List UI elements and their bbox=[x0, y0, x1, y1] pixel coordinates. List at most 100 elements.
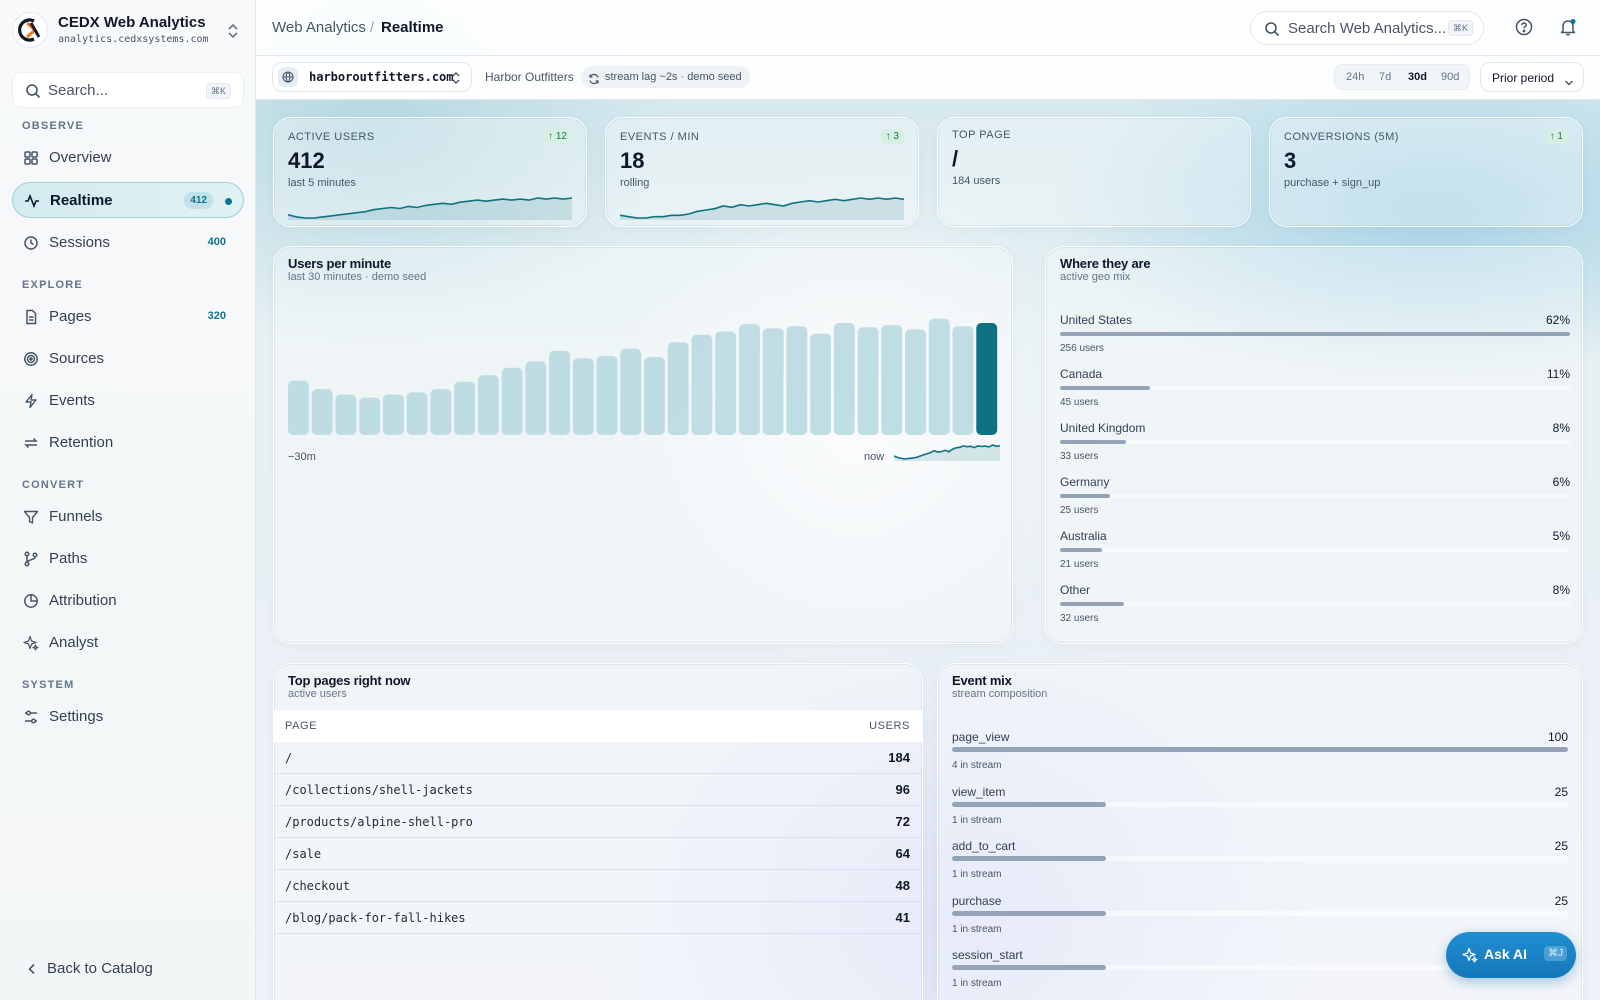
sidebar-item-attribution[interactable]: Attribution bbox=[12, 583, 244, 619]
bar-minute[interactable] bbox=[572, 358, 594, 435]
back-link-label: Back to Catalog bbox=[47, 960, 153, 977]
workspace-switcher[interactable]: CEDX Web Analytics analytics.cedxsystems… bbox=[12, 12, 244, 50]
bar-current-minute[interactable] bbox=[976, 323, 998, 435]
sidebar-item-analyst[interactable]: Analyst bbox=[12, 625, 244, 661]
bar-minute[interactable] bbox=[905, 329, 926, 435]
bar-minute[interactable] bbox=[833, 323, 855, 435]
table-row[interactable]: /collections/shell-jackets 96 bbox=[274, 774, 922, 806]
bar-minute[interactable] bbox=[952, 326, 974, 435]
bar-minute[interactable] bbox=[715, 331, 737, 435]
bar-minute[interactable] bbox=[382, 394, 404, 435]
bar-minute[interactable] bbox=[667, 342, 689, 435]
geo-percent: 11% bbox=[1546, 367, 1570, 381]
bar-minute[interactable] bbox=[454, 381, 476, 435]
range-90d[interactable]: 90d bbox=[1441, 71, 1460, 83]
event-row: page_view 100 4 in stream bbox=[952, 730, 1568, 782]
range-24h[interactable]: 24h bbox=[1346, 71, 1365, 83]
card-title: Where they are bbox=[1060, 256, 1151, 271]
bar-minute[interactable] bbox=[928, 318, 950, 435]
bar-minute[interactable] bbox=[762, 328, 784, 435]
kpi-subtitle: last 5 minutes bbox=[288, 177, 356, 189]
sidebar-item-retention[interactable]: Retention bbox=[12, 425, 244, 461]
sidebar-item-overview[interactable]: Overview bbox=[12, 140, 244, 176]
event-row: view_item 25 1 in stream bbox=[952, 785, 1568, 837]
sidebar-item-events[interactable]: Events bbox=[12, 383, 244, 419]
column-header-users[interactable]: USERS bbox=[869, 720, 910, 732]
users-mini-sparkline bbox=[894, 444, 1000, 461]
card-subtitle: active geo mix bbox=[1060, 271, 1131, 283]
site-selector[interactable]: harboroutfitters.com bbox=[272, 62, 472, 92]
breadcrumb-root[interactable]: Web Analytics bbox=[272, 19, 366, 36]
table-row[interactable]: /products/alpine-shell-pro 72 bbox=[274, 806, 922, 838]
kpi-label: ACTIVE USERS bbox=[288, 131, 375, 143]
sidebar-item-paths[interactable]: Paths bbox=[12, 541, 244, 577]
stream-status-chip: stream lag ~2s · demo seed bbox=[581, 66, 750, 88]
bar-minute[interactable] bbox=[406, 392, 428, 435]
bar-minute[interactable] bbox=[430, 389, 452, 435]
bar-minute[interactable] bbox=[644, 357, 665, 435]
sidebar-search[interactable]: Search... ⌘K bbox=[12, 72, 244, 108]
range-7d[interactable]: 7d bbox=[1379, 71, 1392, 83]
pages-count: 320 bbox=[207, 310, 226, 322]
section-system: SYSTEM bbox=[22, 679, 75, 691]
column-header-page[interactable]: PAGE bbox=[285, 720, 318, 732]
sidebar-item-label: Pages bbox=[49, 308, 92, 325]
bar-minute[interactable] bbox=[501, 367, 523, 435]
event-bar-track bbox=[952, 801, 1568, 807]
bell-icon[interactable] bbox=[1558, 17, 1578, 37]
activity-icon bbox=[24, 193, 40, 209]
sparkle-icon bbox=[23, 635, 39, 651]
bar-minute[interactable] bbox=[525, 361, 547, 435]
bar-minute[interactable] bbox=[335, 394, 357, 435]
table-row[interactable]: /checkout 48 bbox=[274, 870, 922, 902]
table-row[interactable]: /blog/pack-for-fall-hikes 41 bbox=[274, 902, 922, 934]
page-users: 96 bbox=[895, 782, 910, 797]
compare-period-select[interactable]: Prior period bbox=[1480, 62, 1584, 92]
bar-minute[interactable] bbox=[288, 380, 309, 435]
bar-minute[interactable] bbox=[857, 327, 879, 435]
sidebar-item-label: Overview bbox=[49, 149, 112, 166]
table-row[interactable]: /sale 64 bbox=[274, 838, 922, 870]
sidebar-item-settings[interactable]: Settings bbox=[12, 699, 244, 735]
geo-bar-track bbox=[1060, 548, 1570, 552]
card-title: Event mix bbox=[952, 673, 1012, 688]
event-name: page_view bbox=[952, 730, 1010, 744]
sidebar-item-label: Analyst bbox=[49, 634, 99, 651]
card-subtitle: stream composition bbox=[952, 688, 1048, 700]
global-search[interactable]: Search Web Analytics... ⌘K bbox=[1250, 11, 1484, 45]
kpi-label: TOP PAGE bbox=[952, 129, 1012, 141]
bar-minute[interactable] bbox=[311, 389, 333, 435]
bar-minute[interactable] bbox=[786, 326, 808, 435]
table-row[interactable]: / 184 bbox=[274, 742, 922, 774]
event-stream-count: 1 in stream bbox=[952, 923, 1002, 935]
page-path: /sale bbox=[285, 847, 322, 861]
bar-minute[interactable] bbox=[738, 324, 760, 435]
sidebar-item-sources[interactable]: Sources bbox=[12, 341, 244, 377]
sparkline-area bbox=[894, 445, 1000, 461]
bar-minute[interactable] bbox=[359, 397, 381, 435]
bar-minute[interactable] bbox=[549, 350, 570, 435]
kpi-card-events-per-min: EVENTS / MIN ↑ 3 18 rolling bbox=[605, 117, 919, 227]
sidebar-item-sessions[interactable]: Sessions 400 bbox=[12, 225, 244, 261]
sidebar-item-realtime[interactable]: Realtime 412 bbox=[12, 182, 244, 218]
ask-ai-button[interactable]: Ask AI ⌘J bbox=[1446, 932, 1576, 978]
bar-minute[interactable] bbox=[810, 333, 832, 435]
sidebar-item-funnels[interactable]: Funnels bbox=[12, 499, 244, 535]
bar-minute[interactable] bbox=[620, 348, 642, 435]
bar-minute[interactable] bbox=[477, 375, 499, 435]
bar-minute[interactable] bbox=[881, 325, 903, 435]
bar-minute[interactable] bbox=[691, 334, 713, 435]
bar-minute[interactable] bbox=[596, 356, 618, 435]
sidebar-item-pages[interactable]: Pages 320 bbox=[12, 299, 244, 335]
geo-row: United Kingdom 8% 33 users bbox=[1060, 421, 1570, 469]
kpi-value: 18 bbox=[620, 148, 645, 173]
event-row: purchase 25 1 in stream bbox=[952, 894, 1568, 946]
event-bar-fill bbox=[952, 747, 1568, 752]
geo-users: 21 users bbox=[1060, 559, 1099, 570]
breadcrumb-separator: / bbox=[370, 19, 375, 36]
range-30d[interactable]: 30d bbox=[1408, 71, 1427, 83]
help-icon[interactable] bbox=[1514, 17, 1534, 37]
event-name: add_to_cart bbox=[952, 839, 1016, 853]
chevron-updown-icon[interactable] bbox=[226, 22, 240, 40]
event-name: purchase bbox=[952, 893, 1002, 908]
